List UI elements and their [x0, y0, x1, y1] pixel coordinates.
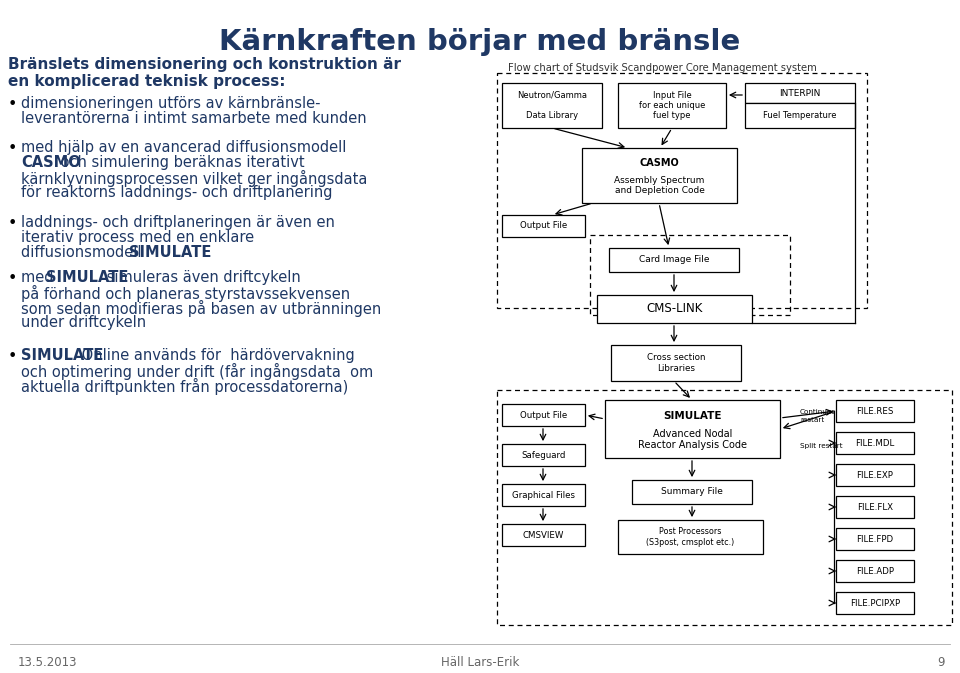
Text: SIMULATE: SIMULATE	[129, 245, 211, 260]
Text: •: •	[8, 141, 17, 156]
Bar	[618, 520, 763, 554]
Bar	[836, 496, 914, 518]
Bar	[611, 345, 741, 381]
Bar	[502, 404, 585, 426]
Text: med hjälp av en avancerad diffusionsmodell: med hjälp av en avancerad diffusionsmode…	[21, 140, 347, 155]
Bar	[836, 560, 914, 582]
Text: under driftcykeln: under driftcykeln	[21, 315, 146, 330]
Bar	[745, 103, 855, 128]
Text: Graphical Files: Graphical Files	[512, 491, 575, 499]
Bar	[590, 235, 790, 315]
Text: CASMO: CASMO	[21, 155, 81, 170]
Text: Summary File: Summary File	[661, 487, 723, 497]
Bar	[605, 400, 780, 458]
Text: diffusionsmodell: diffusionsmodell	[21, 245, 146, 260]
Bar	[497, 73, 867, 308]
Bar	[618, 83, 726, 128]
Text: som sedan modifieras på basen av utbränningen: som sedan modifieras på basen av utbränn…	[21, 300, 381, 317]
Bar	[582, 148, 737, 203]
Text: Kärnkraften börjar med bränsle: Kärnkraften börjar med bränsle	[220, 28, 740, 56]
Bar	[836, 464, 914, 486]
Bar	[836, 528, 914, 550]
Text: Continues
restart: Continues restart	[800, 409, 836, 423]
Text: och simulering beräknas iterativt: och simulering beräknas iterativt	[56, 155, 304, 170]
Text: FILE.ADP: FILE.ADP	[856, 567, 894, 575]
Text: aktuella driftpunkten från processdatorerna): aktuella driftpunkten från processdatore…	[21, 378, 348, 395]
Text: •: •	[8, 271, 17, 286]
Text: Online används för  härdövervakning: Online används för härdövervakning	[77, 348, 354, 363]
Text: FILE.EXP: FILE.EXP	[856, 470, 894, 479]
Text: CMS-LINK: CMS-LINK	[646, 302, 703, 316]
Text: Output File: Output File	[520, 411, 567, 419]
Text: Fuel Temperature: Fuel Temperature	[763, 111, 837, 120]
Bar	[836, 592, 914, 614]
Text: laddnings- och driftplaneringen är även en: laddnings- och driftplaneringen är även …	[21, 215, 335, 230]
Text: och optimering under drift (får ingångsdata  om: och optimering under drift (får ingångsd…	[21, 363, 373, 380]
Text: INTERPIN: INTERPIN	[780, 89, 821, 98]
Text: Card Image File: Card Image File	[638, 256, 709, 264]
Bar	[502, 215, 585, 237]
Text: SIMULATE: SIMULATE	[46, 270, 129, 285]
Bar	[597, 295, 752, 323]
Text: Neutron/Gamma

Data Library: Neutron/Gamma Data Library	[517, 91, 587, 120]
Bar	[745, 83, 855, 103]
Text: Safeguard: Safeguard	[521, 450, 565, 460]
Text: Post Processors
(S3post, cmsplot etc.): Post Processors (S3post, cmsplot etc.)	[646, 528, 734, 546]
Text: 13.5.2013: 13.5.2013	[18, 656, 78, 669]
Bar	[836, 432, 914, 454]
Text: Output File: Output File	[520, 221, 567, 230]
Text: Flow chart of Studsvik Scandpower Core Management system: Flow chart of Studsvik Scandpower Core M…	[508, 63, 817, 73]
Text: Bränslets dimensionering och konstruktion är: Bränslets dimensionering och konstruktio…	[8, 57, 401, 72]
Text: Input File
for each unique
fuel type: Input File for each unique fuel type	[638, 91, 706, 120]
Text: en komplicerad teknisk process:: en komplicerad teknisk process:	[8, 74, 285, 89]
Text: iterativ process med en enklare: iterativ process med en enklare	[21, 230, 254, 245]
Text: för reaktorns laddnings- och driftplanering: för reaktorns laddnings- och driftplaner…	[21, 185, 332, 200]
Bar	[502, 444, 585, 466]
Text: FILE.FPD: FILE.FPD	[856, 534, 894, 544]
Text: SIMULATE: SIMULATE	[21, 348, 104, 363]
Text: Advanced Nodal
Reactor Analysis Code: Advanced Nodal Reactor Analysis Code	[638, 429, 747, 450]
Bar	[497, 390, 952, 625]
Text: SIMULATE: SIMULATE	[663, 411, 722, 421]
Text: CMSVIEW: CMSVIEW	[523, 530, 564, 540]
Text: •: •	[8, 216, 17, 231]
Text: FILE.FLX: FILE.FLX	[857, 503, 893, 511]
Text: leverantörerna i intimt samarbete med kunden: leverantörerna i intimt samarbete med ku…	[21, 111, 367, 126]
Text: Assembly Spectrum
and Depletion Code: Assembly Spectrum and Depletion Code	[614, 176, 705, 195]
Text: Cross section
Libraries: Cross section Libraries	[647, 353, 706, 373]
Text: kärnklyvningsprocessen vilket ger ingångsdata: kärnklyvningsprocessen vilket ger ingång…	[21, 170, 368, 187]
Bar	[502, 524, 585, 546]
Text: på förhand och planeras styrstavssekvensen: på förhand och planeras styrstavssekvens…	[21, 285, 350, 302]
Bar	[632, 480, 752, 504]
Text: Häll Lars-Erik: Häll Lars-Erik	[441, 656, 519, 669]
Text: Split restart: Split restart	[800, 443, 843, 449]
Bar	[502, 484, 585, 506]
Text: 9: 9	[938, 656, 945, 669]
Text: •: •	[8, 97, 17, 112]
Text: FILE.PCIPXP: FILE.PCIPXP	[850, 598, 900, 608]
Text: dimensioneringen utförs av kärnbränsle-: dimensioneringen utförs av kärnbränsle-	[21, 96, 321, 111]
Bar	[502, 83, 602, 128]
Text: med: med	[21, 270, 59, 285]
Text: FILE.MDL: FILE.MDL	[855, 439, 895, 448]
Text: simuleras även driftcykeln: simuleras även driftcykeln	[103, 270, 301, 285]
Text: FILE.RES: FILE.RES	[856, 406, 894, 415]
Text: CASMO: CASMO	[639, 158, 680, 168]
Bar	[609, 248, 739, 272]
Text: •: •	[8, 349, 17, 364]
Bar	[836, 400, 914, 422]
